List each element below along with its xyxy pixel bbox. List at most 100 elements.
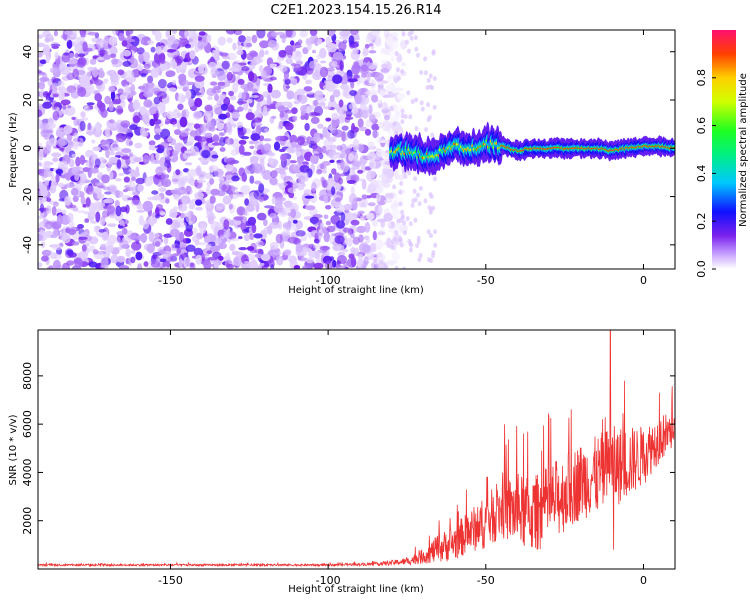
spectrogram-noise-cell (236, 121, 243, 128)
spectrogram-noise-cell (325, 117, 332, 122)
spectrogram-noise-cell (194, 191, 204, 199)
spectrogram-noise-cell (51, 82, 59, 92)
spectrogram-noise-cell (103, 35, 109, 47)
spectrogram-noise-cell (94, 79, 103, 86)
spectrogram-noise-cell (245, 112, 255, 121)
spectrogram-noise-cell (194, 97, 203, 108)
spectrogram-noise-cell (64, 30, 73, 36)
spectrogram-noise-cell (329, 159, 335, 163)
spectrogram-noise-cell (269, 63, 278, 68)
spectrogram-noise-cell (362, 106, 370, 111)
spectrogram-noise-cell (230, 237, 240, 242)
spectrogram-noise-cell (79, 120, 86, 132)
spectrogram-noise-cell (394, 51, 399, 56)
spectrogram-noise-cell (273, 250, 282, 256)
spectrogram-noise-cell (382, 167, 388, 176)
spectrogram-noise-cell (344, 30, 351, 35)
spectrogram-noise-cell (184, 162, 193, 166)
spectrogram-noise-cell (51, 100, 58, 110)
spectrogram-noise-cell (107, 161, 113, 168)
spectrogram-noise-cell (306, 105, 315, 111)
spectrogram-noise-cell (414, 46, 419, 52)
spectrogram-noise-cell (187, 168, 198, 178)
spectrogram-noise-cell (163, 236, 169, 245)
spectrogram-noise-cell (357, 76, 367, 84)
spectrogram-noise-cell (232, 42, 237, 51)
spectrogram-noise-cell (298, 175, 306, 185)
spectrogram-noise-cell (74, 47, 80, 52)
spectrogram-noise-cell (360, 108, 371, 119)
spectrogram-noise-cell (210, 234, 217, 244)
spectrogram-noise-cell (419, 70, 424, 75)
spectrogram-noise-cell (174, 244, 181, 249)
spectrogram-noise-cell (378, 174, 389, 179)
spectrogram-noise-cell (194, 75, 205, 82)
spectrogram-noise-cell (332, 74, 343, 84)
spectrogram-noise-cell (38, 233, 43, 242)
spectrogram-noise-cell (319, 222, 325, 230)
spectrogram-noise-cell (220, 103, 228, 111)
spectrogram-noise-cell (49, 252, 57, 260)
spectrogram-noise-cell (185, 122, 195, 126)
spectrogram-noise-cell (55, 168, 63, 175)
spectrogram-noise-cell (424, 127, 429, 133)
spectrogram-noise-cell (51, 152, 62, 158)
spectrogram-noise-cell (197, 242, 206, 246)
spectrogram-noise-cell (71, 153, 76, 158)
spectrogram-noise-cell (75, 156, 81, 167)
spectrogram-noise-cell (251, 34, 258, 44)
spectrogram-noise-cell (395, 223, 403, 229)
spectrogram-noise-cell (312, 151, 319, 154)
spectrogram-noise-cell (310, 116, 320, 124)
spectrogram-noise-cell (198, 31, 206, 36)
spectrogram-noise-cell (333, 172, 341, 183)
spectrogram-noise-cell (184, 43, 191, 49)
spectrogram-noise-cell (233, 216, 244, 221)
spectrogram-noise-cell (329, 144, 338, 150)
y-tick-label: -40 (21, 236, 34, 254)
spectrogram-noise-cell (237, 106, 244, 112)
spectrogram-noise-cell (407, 48, 411, 54)
spectrogram-noise-cell (107, 223, 117, 228)
spectrogram-noise-cell (129, 124, 138, 131)
spectrogram-noise-cell (358, 234, 364, 243)
spectrogram-noise-cell (340, 83, 350, 90)
spectrogram-noise-cell (109, 171, 114, 181)
spectrogram-noise-cell (399, 181, 404, 186)
spectrogram-noise-cell (108, 85, 116, 93)
spectrogram-noise-cell (364, 80, 369, 85)
spectrogram-noise-cell (121, 148, 132, 154)
spectrogram-noise-cell (89, 58, 97, 65)
spectrogram-noise-cell (249, 175, 255, 184)
spectrogram-noise-cell (376, 149, 386, 157)
spectrogram-noise-cell (400, 119, 405, 125)
spectrogram-noise-cell (231, 63, 242, 73)
spectrogram-noise-cell (153, 232, 160, 238)
spectrogram-noise-cell (295, 151, 302, 157)
spectrogram-noise-cell (185, 244, 196, 252)
spectrogram-noise-cell (363, 57, 369, 63)
spectrogram-noise-cell (183, 168, 189, 173)
spectrogram-noise-cell (67, 105, 72, 109)
y-tick-label: 20 (21, 93, 34, 107)
spectrogram-noise-cell (224, 179, 230, 186)
colorbar-tick-label: 0.4 (695, 165, 708, 183)
spectrogram-noise-cell (344, 266, 349, 269)
spectrogram-noise-cell (380, 47, 389, 55)
spectrogram-noise-cell (117, 88, 124, 94)
spectrogram-noise-cell (113, 73, 121, 82)
spectrogram-noise-cell (219, 234, 225, 240)
spectrogram-noise-cell (368, 171, 376, 179)
spectrogram-noise-cell (293, 100, 300, 105)
spectrogram-noise-cell (286, 147, 296, 154)
spectrogram-noise-cell (165, 30, 171, 38)
spectrogram-noise-cell (428, 207, 433, 212)
spectrogram-noise-cell (77, 210, 86, 214)
spectrogram-noise-cell (72, 68, 79, 80)
spectrogram-noise-cell (389, 106, 394, 112)
spectrogram-noise-cell (57, 80, 65, 88)
spectrogram-noise-cell (357, 169, 364, 174)
y-tick-label: 40 (21, 45, 34, 59)
spectrogram-noise-cell (220, 94, 226, 100)
spectrogram-noise-cell (174, 221, 180, 229)
